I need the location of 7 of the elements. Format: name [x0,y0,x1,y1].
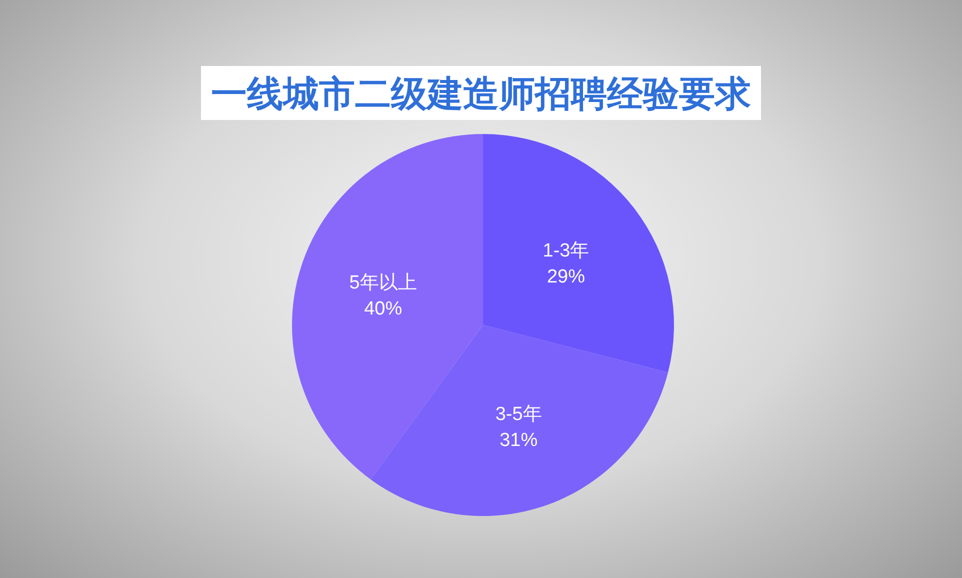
data-label: 29% [546,266,586,288]
data-label: 40% [364,298,402,320]
data-label: 31% [500,430,538,451]
slice-label: 3-5年 [495,404,542,425]
slice-label: 5年以上 [349,272,417,294]
slice-label: 1-3年 [542,240,590,262]
chart-title: 一线城市二级建造师招聘经验要求 [211,74,751,115]
